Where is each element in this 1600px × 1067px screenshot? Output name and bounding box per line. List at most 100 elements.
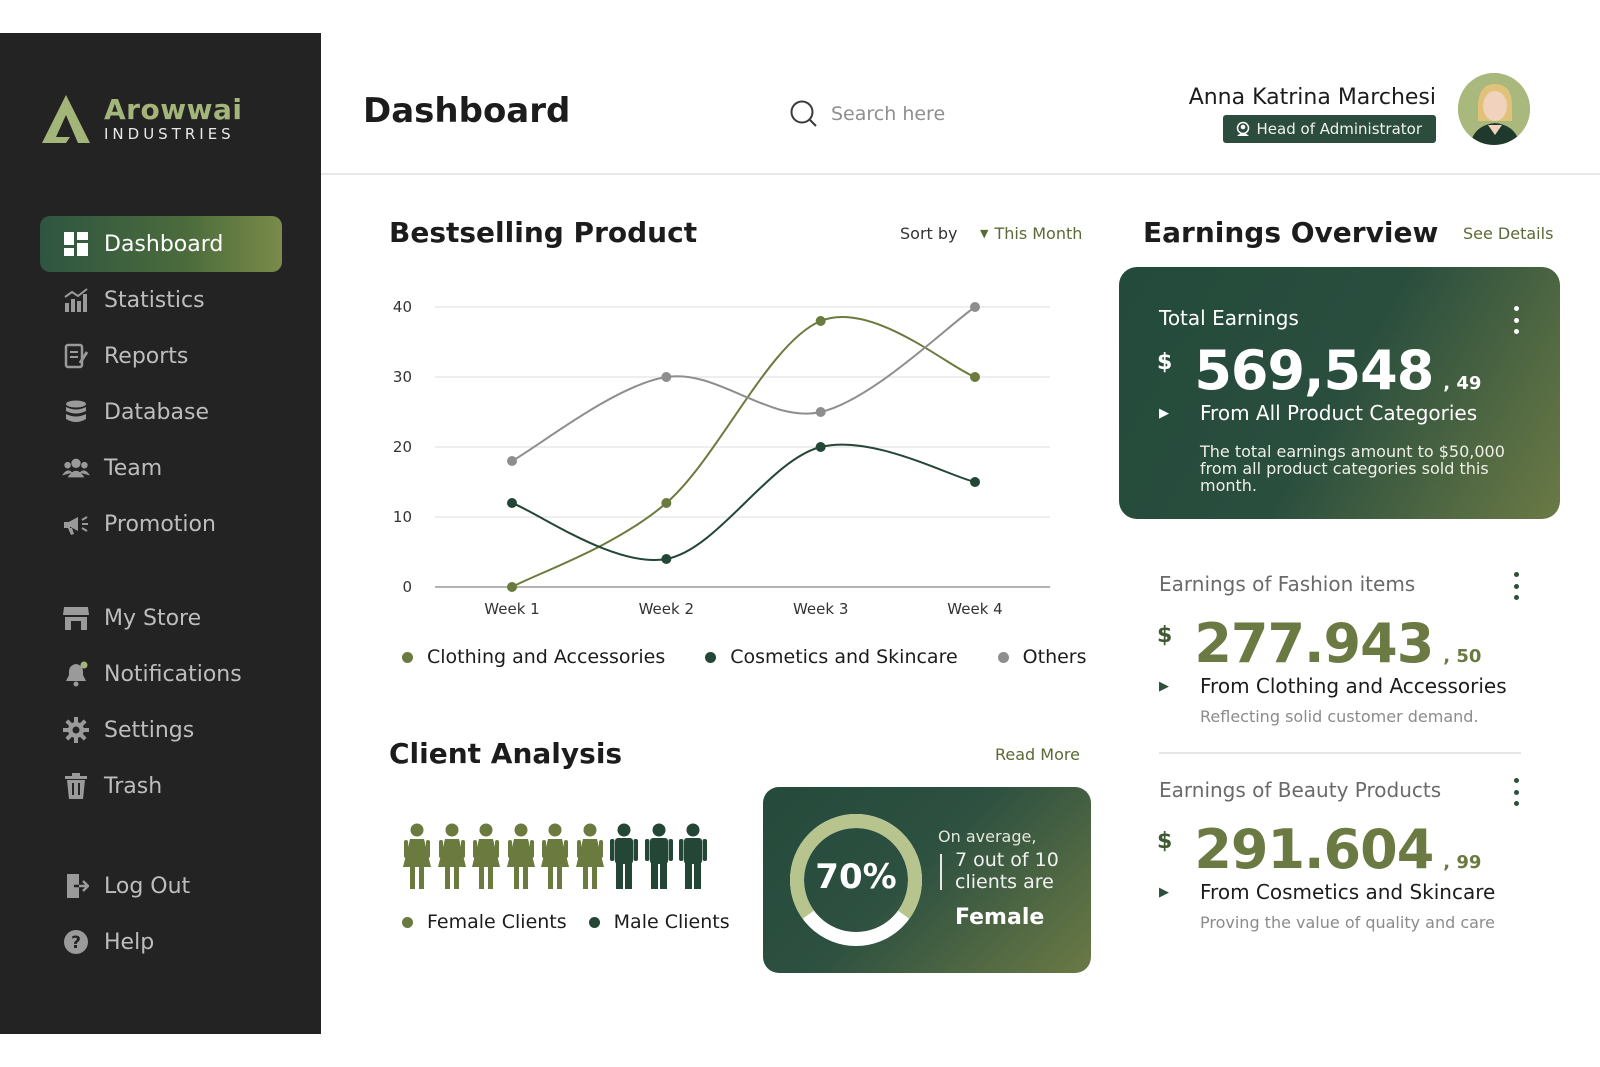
male-person-icon [679,823,707,889]
sidebar-item-label: Team [104,455,163,481]
legend-label: Male Clients [613,911,730,933]
amount-value: 569,548 [1194,339,1434,402]
sidebar-item-dashboard[interactable]: Dashboard [40,216,282,272]
series-line [511,443,976,562]
divider [940,854,942,890]
primary-nav: Dashboard Statistics Reports Database [40,216,282,552]
play-arrow-icon: ▶ [1159,405,1169,421]
legend-item[interactable]: Others [997,646,1087,668]
divider [1159,752,1521,754]
legend-label: Others [1022,646,1087,668]
user-role-badge: Head of Administrator [1222,115,1436,143]
data-point[interactable] [661,554,672,564]
read-more-link[interactable]: Read More [995,745,1080,764]
logo-icon [42,95,90,143]
card-label: Earnings of Fashion items [1159,572,1416,596]
y-tick-label: 40 [393,298,412,316]
play-arrow-icon: ▶ [1159,884,1169,900]
source-label: From Cosmetics and Skincare [1200,880,1496,904]
source-label: From All Product Categories [1200,401,1478,425]
sort-label: Sort by [900,224,958,243]
gear-icon [62,716,90,744]
avg-gender: Female [955,905,1045,930]
brand-name: Arowwai [104,93,243,126]
sidebar-item-label: Promotion [104,511,216,537]
source-description: Proving the value of quality and care [1200,913,1495,932]
team-icon [62,454,90,482]
data-point[interactable] [815,407,826,417]
data-point[interactable] [507,498,517,508]
page-title: Dashboard [363,91,571,131]
sidebar-item-statistics[interactable]: Statistics [40,272,282,328]
sidebar-item-reports[interactable]: Reports [40,328,282,384]
sidebar-item-team[interactable]: Team [40,440,282,496]
avatar[interactable] [1458,73,1530,145]
total-earnings-card: Total Earnings $ 569,548 , 49 ▶ From All… [1119,267,1560,519]
see-details-link[interactable]: See Details [1463,224,1554,243]
legend-label: Clothing and Accessories [427,646,666,668]
search-input[interactable] [831,103,1051,125]
legend-dot [705,651,717,663]
legend-item-male: Male Clients [588,911,730,933]
legend-item[interactable]: Clothing and Accessories [402,646,665,668]
sidebar-item-promotion[interactable]: Promotion [40,496,282,552]
male-person-icon [644,823,673,889]
sidebar-item-log-out[interactable]: Log Out [40,858,282,914]
x-tick-label: Week 2 [639,600,694,618]
caret-down-icon: ▼ [980,227,989,240]
amount-value: 277.943 [1194,612,1434,675]
more-options-icon[interactable] [1513,778,1519,806]
source-description: Reflecting solid customer demand. [1200,707,1479,726]
data-point[interactable] [970,372,980,382]
female-person-icon [575,823,604,889]
legend-item[interactable]: Cosmetics and Skincare [705,646,958,668]
brand-logo[interactable]: Arowwai INDUSTRIES [40,93,242,145]
sidebar-item-settings[interactable]: Settings [40,702,282,758]
data-point[interactable] [970,477,980,487]
total-amount: $ 569,548 , 49 [1157,339,1481,402]
client-legend: Female Clients Male Clients [402,911,752,933]
search-bar[interactable] [789,99,1051,129]
data-point[interactable] [507,582,517,592]
user-name: Anna Katrina Marchesi [1188,85,1436,110]
more-options-icon[interactable] [1513,306,1519,334]
data-point[interactable] [661,498,672,508]
male-dot [588,916,600,928]
dashboard-icon [62,230,90,258]
sidebar-item-trash[interactable]: Trash [40,758,282,814]
sidebar-item-label: Dashboard [104,231,224,257]
currency-symbol: $ [1157,829,1173,854]
source-row: ▶ From All Product Categories [1159,401,1477,425]
reports-icon [62,342,90,370]
y-tick-label: 30 [393,368,412,386]
data-point[interactable] [507,456,517,466]
more-options-icon[interactable] [1513,572,1519,600]
secondary-nav: My Store Notifications Settings Trash [40,590,282,814]
series-line [511,316,976,588]
female-ratio-card: 70% On average, 7 out of 10 clients are … [763,787,1091,973]
amount-cents: , 99 [1443,852,1482,873]
logout-icon [62,872,90,900]
sidebar-item-label: Statistics [104,287,205,313]
data-point[interactable] [815,442,826,452]
sidebar-item-notifications[interactable]: Notifications [40,646,282,702]
x-tick-label: Week 1 [484,600,539,618]
sidebar-item-help[interactable]: ? Help [40,914,282,970]
avg-line-1: 7 out of 10 [955,849,1059,871]
footer-nav: Log Out ? Help [40,858,282,970]
ring-progress [790,814,922,946]
sort-dropdown[interactable]: ▼ This Month [980,224,1082,243]
sidebar-item-my-store[interactable]: My Store [40,590,282,646]
source-row: ▶ From Clothing and Accessories [1159,674,1507,698]
data-point[interactable] [661,372,672,382]
x-tick-label: Week 3 [793,600,848,618]
earnings-title: Earnings Overview [1143,216,1439,249]
fashion-earnings-item: Earnings of Fashion items $ 277.943 , 50… [1119,572,1539,732]
data-point[interactable] [970,302,980,312]
sidebar-item-database[interactable]: Database [40,384,282,440]
data-point[interactable] [815,316,826,326]
ratio-percentage: 70% [815,857,897,897]
currency-symbol: $ [1157,350,1173,375]
promotion-icon [62,510,90,538]
amount-value: 291.604 [1194,818,1434,881]
